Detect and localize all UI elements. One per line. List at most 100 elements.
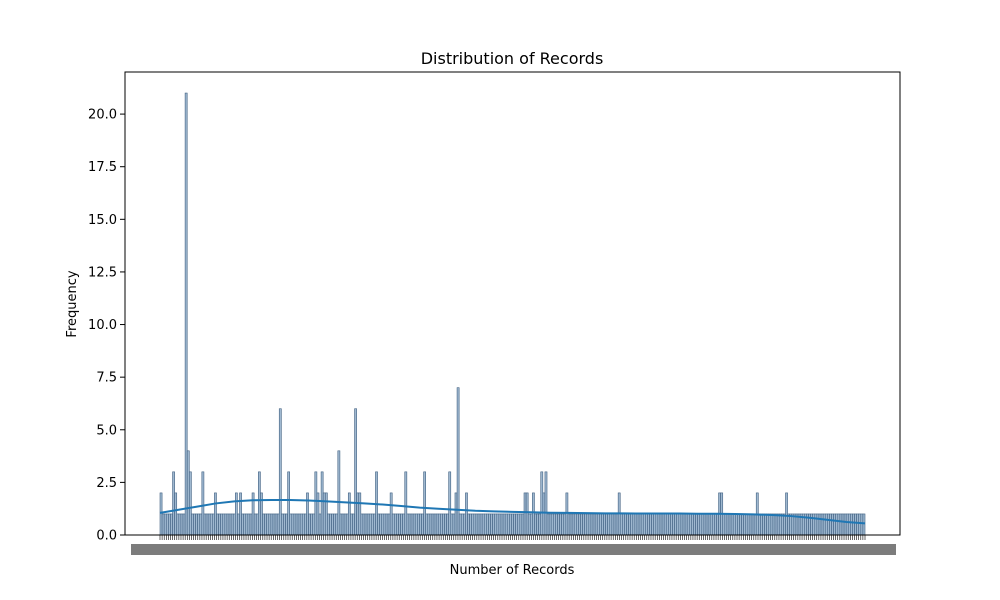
histogram-bar [820, 513, 824, 536]
histogram-bar [578, 513, 581, 536]
histogram-bar [350, 513, 353, 536]
histogram-bar [228, 513, 232, 536]
histogram-bar [243, 513, 247, 536]
histogram-bar [837, 513, 841, 536]
histogram-bar [467, 513, 470, 536]
histogram-bar [661, 513, 665, 536]
histogram-bar [396, 513, 399, 536]
y-tick-label: 12.5 [88, 265, 117, 280]
histogram-bar [701, 513, 705, 536]
histogram-bar [529, 513, 533, 536]
histogram-bar [444, 513, 447, 536]
histogram-bar [486, 513, 489, 536]
histogram-bar [552, 513, 556, 536]
histogram-bar [544, 471, 548, 536]
histogram-bar [653, 513, 657, 536]
histogram-bar [856, 513, 860, 536]
histogram-bar [442, 513, 445, 536]
histogram-bar [774, 513, 778, 536]
histogram-bar [850, 513, 853, 536]
histogram-bar [283, 513, 286, 536]
histogram-bar [360, 513, 364, 536]
histogram-bar [207, 513, 211, 536]
histogram-bar [176, 513, 180, 536]
histogram-bar [186, 450, 190, 536]
histogram-bar [582, 513, 585, 536]
histogram-bar [642, 513, 646, 536]
histogram-bar [278, 408, 282, 536]
histogram-bar [737, 513, 740, 536]
histogram-bar [373, 513, 376, 536]
histogram-bar [335, 513, 339, 536]
histogram-bar [262, 513, 265, 536]
histogram-bar [663, 513, 667, 536]
histogram-bar [232, 513, 236, 536]
y-tick-label: 2.5 [96, 476, 117, 491]
y-tick-label: 20.0 [88, 108, 117, 123]
histogram-bar [659, 513, 663, 536]
histogram-bar [182, 513, 186, 536]
histogram-bar [178, 513, 182, 536]
histogram-bar [448, 471, 452, 536]
x-axis [131, 535, 896, 555]
histogram-bar [858, 513, 862, 536]
histogram-bar [410, 513, 414, 536]
kde-curve [159, 499, 866, 525]
histogram-bar [168, 513, 171, 536]
histogram-bar [322, 492, 326, 536]
histogram-bar [423, 471, 426, 536]
histogram-bar [452, 513, 456, 536]
histogram-bar [561, 513, 565, 536]
histogram-bar [318, 513, 322, 536]
histogram-bar [310, 513, 314, 536]
histogram-bar [839, 513, 843, 536]
y-tick-label: 10.0 [88, 318, 117, 333]
histogram-bar [458, 513, 462, 536]
histogram-bar [573, 513, 577, 536]
histogram-bar [770, 513, 774, 536]
histogram-bar [431, 513, 435, 536]
histogram-bar [429, 513, 433, 536]
histogram-bar [550, 513, 554, 536]
histogram-bar [270, 513, 274, 536]
histogram-bar [469, 513, 472, 536]
histogram-bar [274, 513, 278, 536]
histogram-bar [191, 513, 194, 536]
histogram-bar [506, 513, 510, 536]
histogram-bar [354, 408, 357, 536]
histogram-bar [352, 513, 355, 536]
histogram-bar [716, 513, 719, 536]
histogram-bar [714, 513, 717, 536]
histogram-bar [730, 513, 734, 536]
histogram-bar [576, 513, 579, 536]
histogram-bar [502, 513, 506, 536]
histogram-bar [657, 513, 661, 536]
histogram-bar [435, 513, 439, 536]
bars-layer [159, 92, 866, 536]
histogram-bar [630, 513, 634, 536]
histogram-bar [540, 471, 544, 536]
histogram-bar [174, 492, 178, 536]
histogram-bar [845, 513, 849, 536]
chart-title: Distribution of Records [421, 49, 604, 68]
histogram-bar [343, 513, 347, 536]
histogram-bar [460, 513, 464, 536]
histogram-bar [377, 513, 380, 536]
histogram-bar [758, 513, 761, 536]
histogram-bar [682, 513, 686, 536]
histogram-bar [580, 513, 583, 536]
histogram-bar [668, 513, 671, 536]
histogram-bar [498, 513, 502, 536]
histogram-bar [209, 513, 213, 536]
histogram-bar [647, 513, 650, 536]
histogram-bar [814, 513, 818, 536]
histogram-bar [379, 513, 383, 536]
histogram-bar [347, 492, 351, 536]
histogram-bar [596, 513, 600, 536]
histogram-bar [728, 513, 732, 536]
histogram-bar [651, 513, 655, 536]
histogram-bar [822, 513, 826, 536]
histogram-bar [559, 513, 562, 536]
histogram-bar [425, 513, 429, 536]
